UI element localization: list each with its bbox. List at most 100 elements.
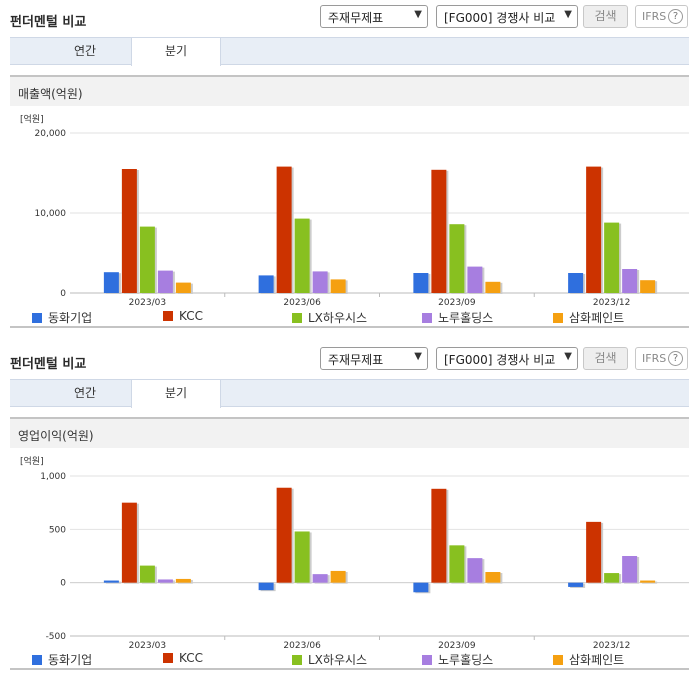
tab-quarterly[interactable]: 분기 xyxy=(131,38,221,66)
chevron-down-icon: ▼ xyxy=(564,351,572,362)
ifrs-label: IFRS xyxy=(642,352,667,365)
bar xyxy=(467,558,483,583)
bar xyxy=(276,487,292,583)
bar xyxy=(604,222,620,293)
comparison-select[interactable]: [FG000] 경쟁사 비교 ▼ xyxy=(436,5,578,28)
legend-item[interactable]: LX하우시스 xyxy=(292,309,367,326)
bar xyxy=(568,273,584,293)
ifrs-button[interactable]: IFRS ? xyxy=(635,347,688,370)
bar xyxy=(449,224,465,293)
legend-label: KCC xyxy=(179,651,203,665)
bar xyxy=(330,279,346,293)
bar xyxy=(294,218,310,293)
legend-swatch xyxy=(32,313,42,323)
bar xyxy=(413,582,429,593)
legend-swatch xyxy=(422,313,432,323)
bar xyxy=(258,582,274,591)
unit-label: [억원] xyxy=(20,455,44,467)
y-tick-label: -500 xyxy=(46,632,67,642)
legend-swatch xyxy=(32,655,42,665)
comparison-value: [FG000] 경쟁사 비교 xyxy=(444,11,556,25)
bar xyxy=(312,574,328,583)
bar xyxy=(276,166,292,293)
legend-swatch xyxy=(163,311,173,321)
metric-title: 영업이익(억원) xyxy=(10,417,689,448)
statement-type-value: 주재무제표 xyxy=(328,11,384,25)
legend-item[interactable]: KCC xyxy=(163,309,203,323)
legend-label: LX하우시스 xyxy=(308,311,368,325)
legend-label: 동화기업 xyxy=(48,311,93,325)
statement-type-select[interactable]: 주재무제표 ▼ xyxy=(320,5,428,28)
period-tabs: 연간 분기 xyxy=(10,379,689,408)
section-header: 펀더멘털 비교 주재무제표 ▼ [FG000] 경쟁사 비교 ▼ 검색 IFRS… xyxy=(0,342,696,376)
legend-label: 삼화페인트 xyxy=(569,311,625,325)
chart-legend: 동화기업 KCC LX하우시스 노루홀딩스 삼화페인트 xyxy=(10,648,689,670)
ifrs-label: IFRS xyxy=(642,10,667,23)
bar xyxy=(157,270,173,293)
legend-item[interactable]: 삼화페인트 xyxy=(553,309,624,326)
legend-label: LX하우시스 xyxy=(308,653,368,667)
comparison-select[interactable]: [FG000] 경쟁사 비교 ▼ xyxy=(436,347,578,370)
bar xyxy=(294,531,310,583)
ifrs-button[interactable]: IFRS ? xyxy=(635,5,688,28)
y-tick-label: 0 xyxy=(60,289,66,299)
legend-item[interactable]: 동화기업 xyxy=(32,651,92,668)
help-icon[interactable]: ? xyxy=(668,351,683,366)
legend-item[interactable]: 노루홀딩스 xyxy=(422,651,493,668)
search-button[interactable]: 검색 xyxy=(583,347,628,370)
bar xyxy=(431,488,447,583)
legend-item[interactable]: 노루홀딩스 xyxy=(422,309,493,326)
y-tick-label: 10,000 xyxy=(35,209,67,219)
bar xyxy=(175,282,191,293)
search-button[interactable]: 검색 xyxy=(583,5,628,28)
legend-item[interactable]: KCC xyxy=(163,651,203,665)
bar xyxy=(640,580,656,583)
bar xyxy=(121,169,137,293)
bar xyxy=(157,579,173,583)
chevron-down-icon: ▼ xyxy=(414,351,422,362)
bar xyxy=(175,578,191,583)
help-icon[interactable]: ? xyxy=(668,9,683,24)
bar xyxy=(312,271,328,293)
bar xyxy=(431,169,447,293)
comparison-value: [FG000] 경쟁사 비교 xyxy=(444,353,556,367)
x-tick-label: 2023/06 xyxy=(283,298,321,306)
statement-type-value: 주재무제표 xyxy=(328,353,384,367)
bar xyxy=(485,281,501,293)
bar xyxy=(103,272,119,293)
legend-item[interactable]: 동화기업 xyxy=(32,309,92,326)
section-title: 펀더멘털 비교 xyxy=(10,15,87,30)
tab-annual[interactable]: 연간 xyxy=(73,44,97,58)
bar xyxy=(622,556,638,583)
y-tick-label: 500 xyxy=(49,525,66,535)
legend-label: 노루홀딩스 xyxy=(438,653,494,667)
tab-annual[interactable]: 연간 xyxy=(73,386,97,400)
x-tick-label: 2023/12 xyxy=(593,298,630,306)
y-tick-label: 20,000 xyxy=(35,129,67,139)
bar xyxy=(258,275,274,293)
x-tick-label: 2023/09 xyxy=(438,641,476,648)
legend-item[interactable]: LX하우시스 xyxy=(292,651,367,668)
bar xyxy=(622,269,638,293)
chart-legend: 동화기업 KCC LX하우시스 노루홀딩스 삼화페인트 xyxy=(10,306,689,328)
x-tick-label: 2023/03 xyxy=(129,641,166,648)
legend-label: 삼화페인트 xyxy=(569,653,625,667)
legend-label: 노루홀딩스 xyxy=(438,311,494,325)
bar xyxy=(604,573,620,583)
section-revenue: 펀더멘털 비교 주재무제표 ▼ [FG000] 경쟁사 비교 ▼ 검색 IFRS… xyxy=(10,5,689,328)
bar xyxy=(485,572,501,583)
metric-title: 매출액(억원) xyxy=(10,75,689,106)
legend-swatch xyxy=(163,653,173,663)
bar xyxy=(330,570,346,583)
operating-income-chart: [억원] -500 0 500 1,000 2023/03 2023/06 2023/09 20… xyxy=(20,455,689,648)
chevron-down-icon: ▼ xyxy=(414,9,422,20)
legend-item[interactable]: 삼화페인트 xyxy=(553,651,624,668)
tab-quarterly[interactable]: 분기 xyxy=(131,380,221,408)
legend-swatch xyxy=(553,655,563,665)
period-tabs: 연간 분기 xyxy=(10,37,689,66)
y-tick-label: 0 xyxy=(60,579,66,589)
statement-type-select[interactable]: 주재무제표 ▼ xyxy=(320,347,428,370)
bar xyxy=(139,565,155,583)
chevron-down-icon: ▼ xyxy=(564,9,572,20)
section-title: 펀더멘털 비교 xyxy=(10,357,87,372)
